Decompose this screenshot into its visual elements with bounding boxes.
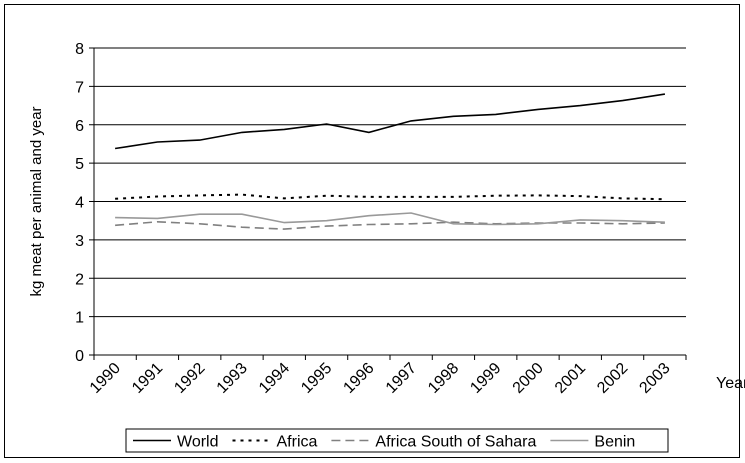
x-tick-label: 1997 (383, 360, 420, 397)
y-tick-label: 2 (75, 271, 84, 288)
x-tick-label: 2001 (552, 360, 589, 397)
y-axis-ticks: 0 1 2 3 4 5 6 7 8 (75, 41, 94, 365)
legend: World Africa Africa South of Sahara Benin (125, 428, 669, 453)
x-tick-label: 2002 (594, 360, 631, 397)
legend-label: World (177, 434, 219, 451)
y-tick-label: 0 (75, 348, 84, 365)
x-tick-label: 1992 (171, 360, 208, 397)
x-axis-ticks: 1990 1991 1992 1993 1994 1995 1996 1997 1998 1999… (87, 355, 687, 397)
y-tick-label: 3 (75, 233, 84, 250)
x-tick-label: 1996 (340, 360, 377, 397)
y-axis-title: kg meat per animal and year (28, 106, 45, 296)
x-tick-label: 1995 (298, 360, 335, 397)
x-tick-label: 2003 (636, 360, 673, 397)
y-tick-label: 6 (75, 118, 84, 135)
legend-label: Benin (594, 434, 635, 451)
x-tick-label: 1991 (129, 360, 166, 397)
x-tick-label: 1994 (256, 360, 293, 397)
x-tick-label: 2000 (510, 360, 547, 397)
series-line (114, 93, 666, 150)
y-tick-label: 8 (75, 41, 84, 58)
series-line (115, 193, 665, 201)
x-axis-title: Year (716, 375, 745, 392)
x-tick-label: 1993 (214, 360, 251, 397)
y-tick-label: 7 (75, 79, 84, 96)
legend-box (125, 428, 669, 453)
y-tick-label: 1 (75, 310, 84, 327)
legend-label: Africa (277, 434, 318, 451)
series-line (115, 220, 665, 230)
x-tick-label: 1999 (467, 360, 504, 397)
x-tick-label: 1998 (425, 360, 462, 397)
gridlines (94, 47, 686, 318)
legend-label: Africa South of Sahara (375, 434, 536, 451)
axes (93, 48, 686, 356)
chart-frame (4, 4, 740, 458)
y-tick-label: 5 (75, 156, 84, 173)
series-lines (114, 93, 666, 230)
series-line (115, 212, 665, 226)
y-tick-label: 4 (75, 195, 84, 212)
x-tick-label: 1990 (87, 360, 124, 397)
